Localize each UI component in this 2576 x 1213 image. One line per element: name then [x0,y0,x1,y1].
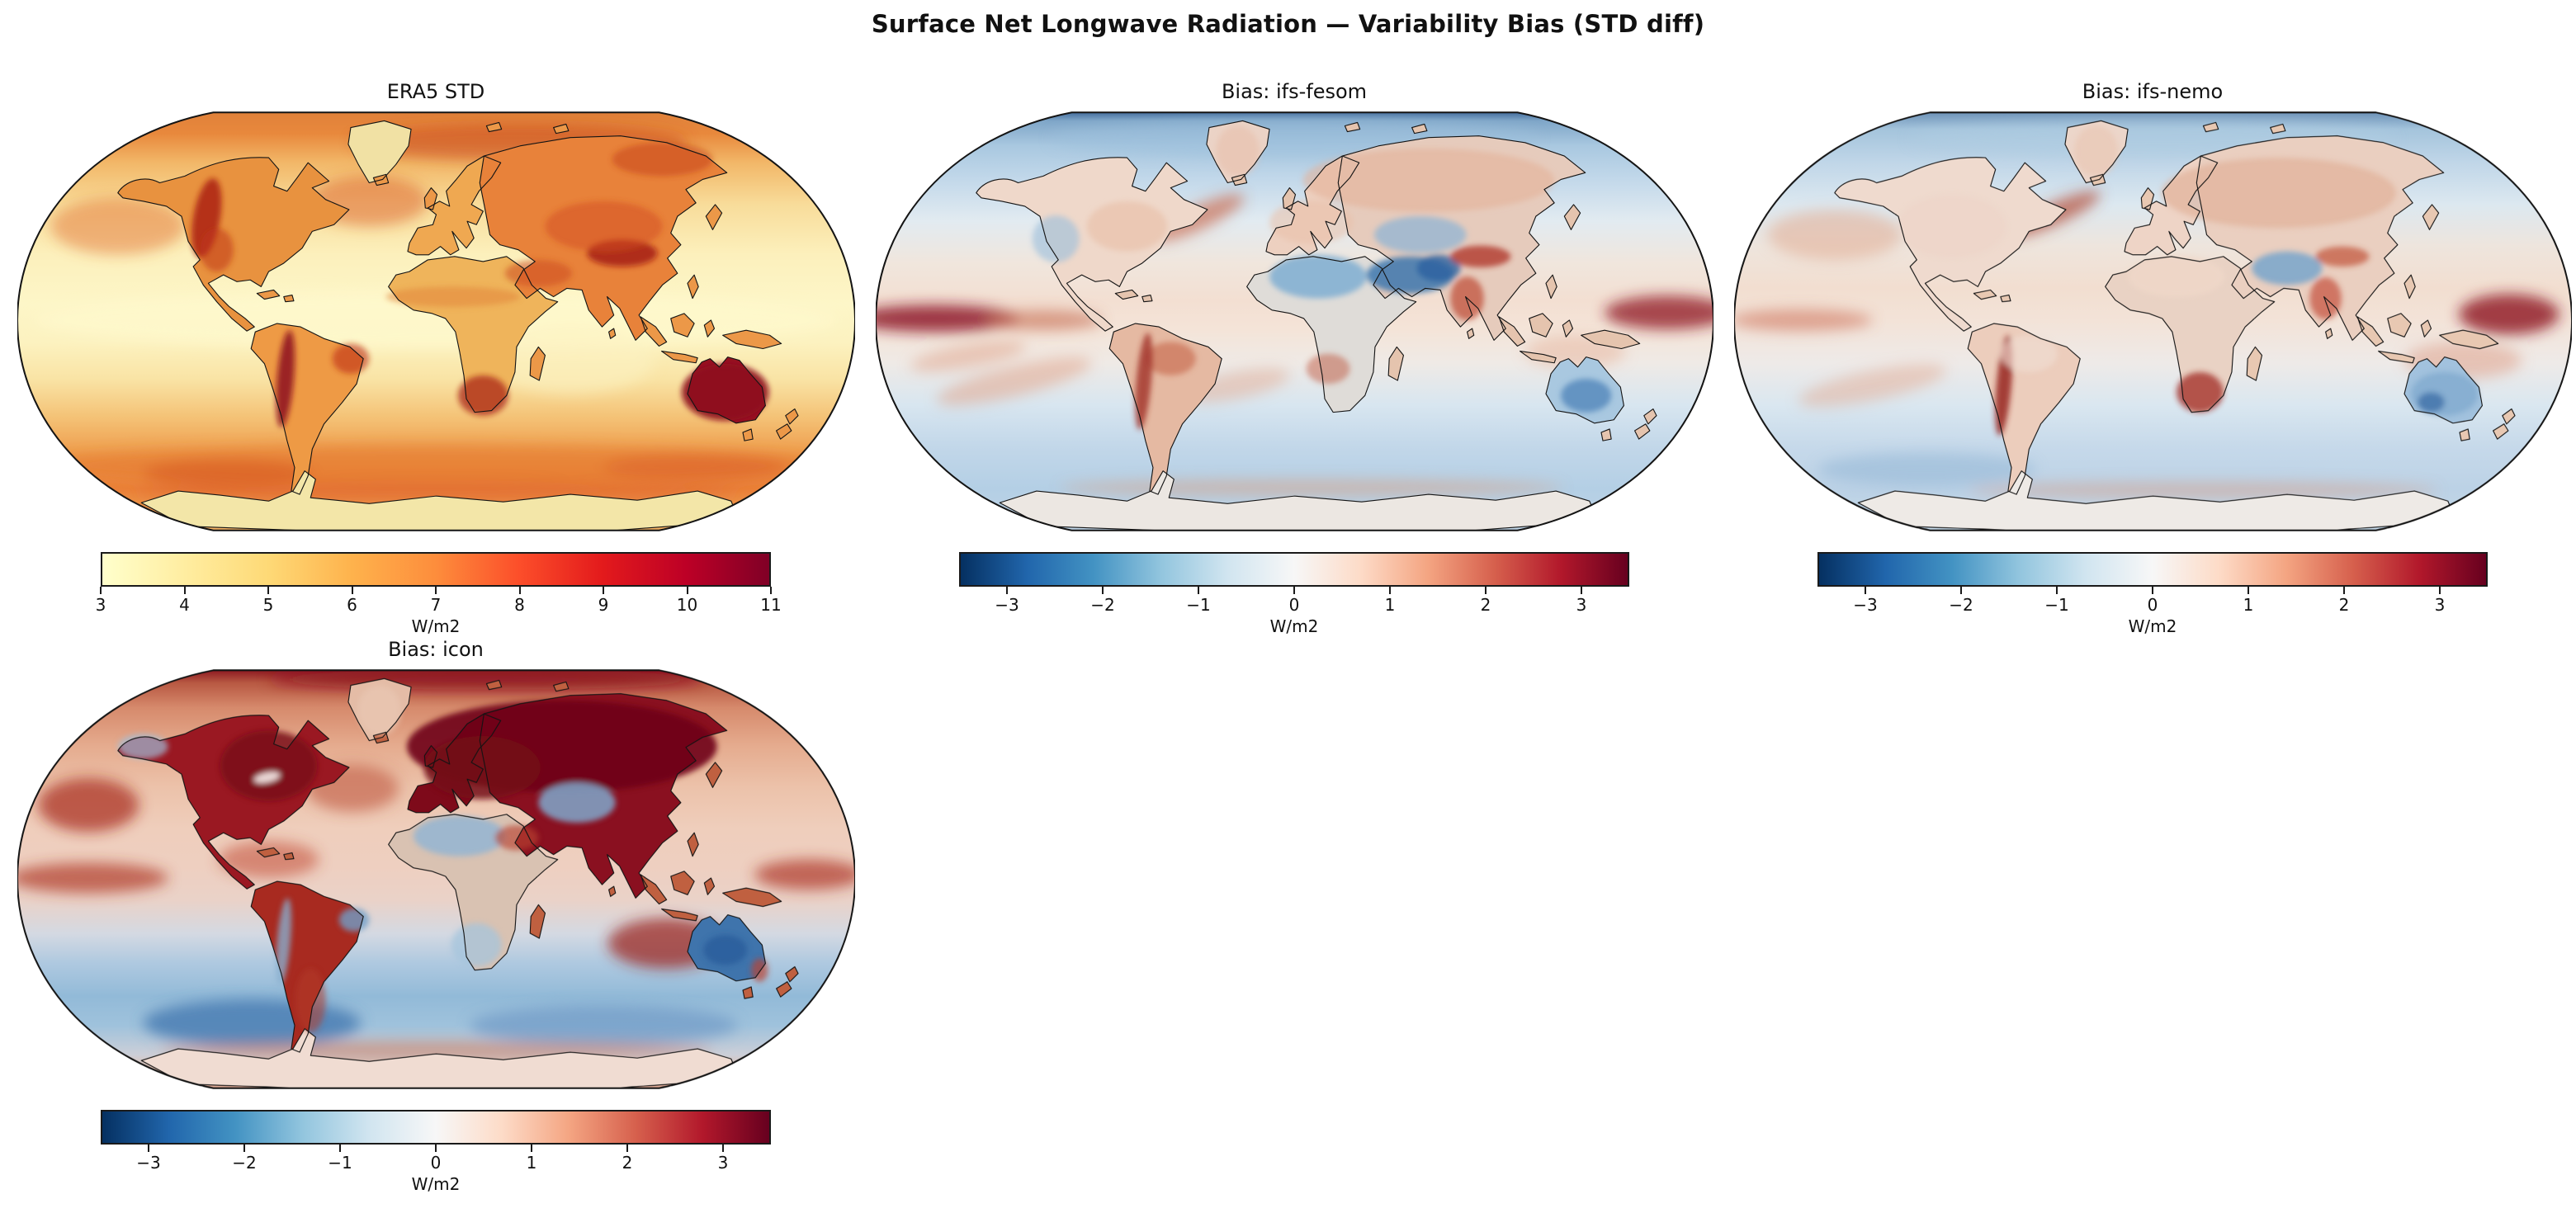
colorbar-ticks: −3 −2 −1 0 1 2 3 [959,587,1629,616]
colorbar-ticks: 3 4 5 6 7 8 9 10 11 [96,587,782,616]
colorbar: −3 −2 −1 0 1 2 3 W/m2 [1817,552,2488,636]
figure-title: Surface Net Longwave Radiation — Variabi… [871,10,1705,38]
colorbar-unit-label: W/m2 [1269,616,1319,636]
panel-bias-ifs-fesom: Bias: ifs-fesom [865,79,1723,636]
colorbar-gradient [959,552,1629,587]
panel-title: Bias: ifs-nemo [2082,80,2224,103]
colorbar-gradient [1817,552,2488,587]
colorbar: −3 −2 −1 0 1 2 3 W/m2 [101,1110,771,1194]
colorbar-ticks: −3 −2 −1 0 1 2 3 [101,1145,771,1174]
land-pattern [1897,125,2478,436]
world-map-bias-icon [17,669,855,1089]
colorbar: 3 4 5 6 7 8 9 10 11 W/m2 [96,552,782,636]
world-map-bias-ifs-fesom [875,111,1713,531]
ocean-pattern [33,124,839,503]
panel-title: Bias: ifs-fesom [1221,80,1368,103]
colorbar-unit-label: W/m2 [411,1174,461,1194]
colorbar-unit-label: W/m2 [2128,616,2177,636]
colorbar-gradient [101,1110,771,1145]
panel-title: Bias: icon [388,638,484,661]
world-map-bias-ifs-nemo [1733,111,2572,531]
panel-bias-icon: Bias: icon [7,637,865,1194]
panel-era5-std: ERA5 STD [7,79,865,636]
colorbar-unit-label: W/m2 [411,616,461,636]
land-pattern [191,142,768,427]
colorbar-ticks: −3 −2 −1 0 1 2 3 [1817,587,2488,616]
panel-title: ERA5 STD [386,80,485,103]
colorbar: −3 −2 −1 0 1 2 3 W/m2 [959,552,1629,636]
land-pattern [117,685,768,1032]
world-map-era5-std [17,111,855,531]
land-pattern [1032,125,1611,430]
panel-bias-ifs-nemo: Bias: ifs-nemo [1723,79,2576,636]
colorbar-gradient [101,552,771,587]
